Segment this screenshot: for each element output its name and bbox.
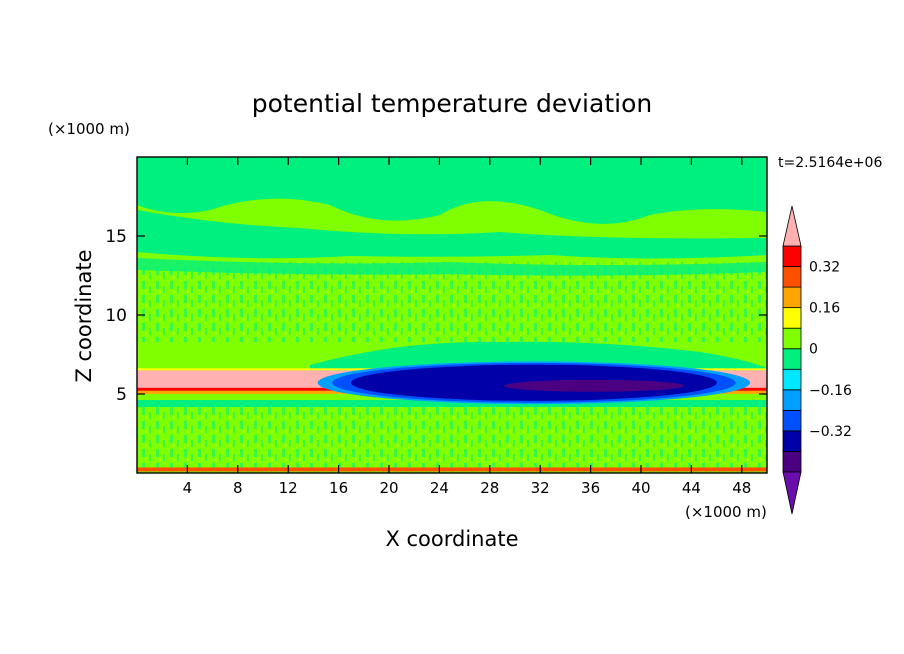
- time-label: t=2.5164e+06: [778, 155, 882, 171]
- colorbar-bin: [782, 409, 802, 432]
- colorbar-label: 0: [809, 342, 818, 358]
- x-tick-label: 40: [631, 479, 650, 497]
- x-tick-label: 32: [531, 479, 550, 497]
- x-tick-label: 24: [430, 479, 449, 497]
- x-tick-label: 36: [581, 479, 600, 497]
- y-tick-label: 10: [105, 306, 127, 326]
- upper-band-mid: [137, 210, 767, 259]
- colorbar-bin: [782, 245, 802, 267]
- y-tick-label: 15: [105, 227, 127, 247]
- x-axis-label: X coordinate: [385, 527, 518, 551]
- colorbar: −0.32 −0.16 0 0.16 0.32: [782, 205, 852, 515]
- colorbar-bin: [782, 430, 802, 452]
- colorbar-max-arrow: [782, 205, 802, 247]
- colorbar-bin: [782, 286, 802, 309]
- x-tick-label: 44: [682, 479, 701, 497]
- colorbar-bin: [782, 348, 802, 370]
- colorbar-bin: [782, 389, 802, 411]
- lower-band: [137, 400, 767, 407]
- x-tick-label: 28: [480, 479, 499, 497]
- upper-band-top: [137, 157, 767, 224]
- x-tick-label: 8: [233, 479, 243, 497]
- x-tick-label: 12: [279, 479, 298, 497]
- colorbar-bin: [782, 368, 802, 391]
- y-unit-label: (×1000 m): [48, 120, 130, 138]
- colorbar-bin: [782, 307, 802, 329]
- y-axis-label: Z coordinate: [72, 249, 96, 382]
- x-axis: 4 8 12 16 20 24 28 32 36 40 44 48: [183, 157, 751, 497]
- colorbar-label: 0.16: [809, 301, 840, 317]
- mid-speckle-region: [137, 262, 767, 342]
- colorbar-label: −0.16: [809, 383, 852, 399]
- y-axis: 5 10 15: [105, 227, 767, 405]
- x-tick-label: 20: [379, 479, 398, 497]
- surface-layer: [137, 467, 767, 472]
- x-tick-label: 16: [329, 479, 348, 497]
- chart-title: potential temperature deviation: [252, 89, 652, 118]
- x-unit-label: (×1000 m): [685, 503, 767, 521]
- lower-speckle-region: [137, 405, 767, 473]
- cold-pool-core: [503, 379, 684, 392]
- colorbar-bin: [782, 451, 802, 473]
- colorbar-bin: [782, 266, 802, 288]
- y-tick-label: 5: [116, 385, 127, 405]
- colorbar-min-arrow: [782, 471, 802, 515]
- colorbar-label: −0.32: [809, 424, 852, 440]
- colorbar-label: 0.32: [809, 260, 840, 276]
- colorbar-bin: [782, 327, 802, 350]
- x-tick-label: 48: [732, 479, 751, 497]
- x-tick-label: 4: [183, 479, 193, 497]
- upper-band-low: [137, 258, 767, 276]
- plot-area: [137, 157, 767, 473]
- field-features: [137, 361, 767, 472]
